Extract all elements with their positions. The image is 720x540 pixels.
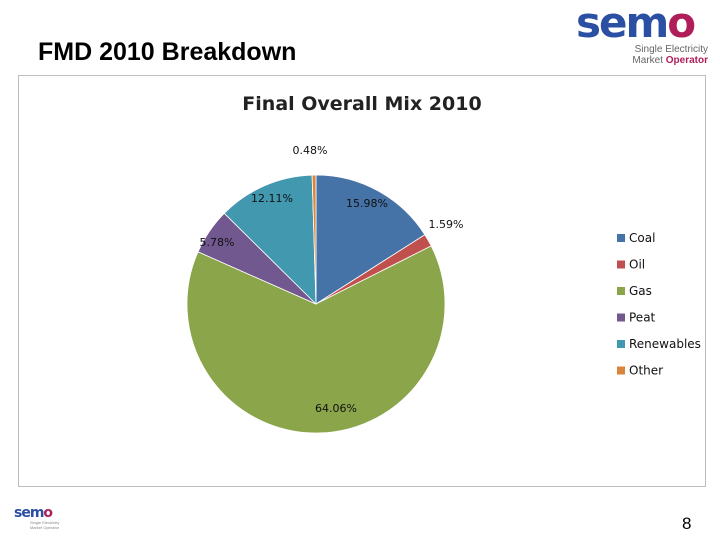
logo-tagline-operator: Operator	[665, 55, 708, 66]
logo-small-tagline-2: Market Operator	[30, 525, 60, 530]
pie-data-labels: 15.98% 1.59% 64.06% 5.78% 12.11% 0.48%	[200, 144, 464, 415]
pie-slice-other	[311, 174, 317, 305]
pie-slices	[186, 174, 446, 434]
data-label-renewables: 12.11%	[251, 192, 293, 205]
legend-label-gas: Gas	[629, 284, 652, 298]
page-number: 8	[682, 514, 692, 533]
logo-word-end: o	[667, 0, 696, 47]
semo-logo-small: semo Single Electricity Market Operator	[14, 506, 74, 534]
legend-label-oil: Oil	[629, 258, 645, 272]
logo-small-tagline-1: Single Electricity	[30, 520, 60, 525]
data-label-gas: 64.06%	[315, 402, 357, 415]
legend-swatch-gas	[617, 287, 625, 295]
logo-tagline-line2: Market Operator	[632, 55, 708, 66]
legend-label-other: Other	[629, 364, 663, 378]
pie-slice-gas	[186, 245, 446, 434]
legend-swatch-peat	[617, 313, 625, 322]
data-label-oil: 1.59%	[429, 218, 464, 231]
legend-label-renewables: Renewables	[629, 337, 701, 351]
legend-swatch-coal	[617, 234, 625, 242]
pie-slice-renewables	[223, 174, 317, 305]
pie-slice-coal	[315, 174, 426, 305]
logo-small-word-start: sem	[14, 505, 44, 521]
legend-swatch-oil	[617, 260, 625, 269]
chart-legend: Coal Oil Gas Peat Renewables Other	[617, 231, 701, 378]
logo-tagline-line1: Single Electricity	[634, 44, 708, 55]
logo-tagline-market: Market	[632, 55, 666, 66]
semo-logo: semo Single Electricity Market Operator	[572, 0, 712, 68]
legend-label-peat: Peat	[629, 311, 656, 325]
logo-small-word-end: o	[43, 505, 53, 521]
chart-frame: Final Overall Mix 2010 15.98% 1.59% 64.06%…	[18, 75, 706, 487]
logo-word-start: sem	[576, 0, 669, 47]
legend-label-coal: Coal	[629, 231, 655, 245]
chart-title: Final Overall Mix 2010	[242, 93, 481, 115]
legend-swatch-other	[617, 366, 625, 375]
semo-logo-small-wordmark: semo	[14, 506, 74, 520]
pie-chart: Final Overall Mix 2010 15.98% 1.59% 64.06%…	[186, 93, 701, 434]
legend-swatch-renewables	[617, 340, 625, 348]
slide-title: FMD 2010 Breakdown	[38, 38, 297, 66]
data-label-other: 0.48%	[293, 144, 328, 157]
data-label-peat: 5.78%	[200, 236, 235, 249]
data-label-coal: 15.98%	[346, 197, 388, 210]
semo-logo-wordmark: semo	[576, 0, 696, 48]
